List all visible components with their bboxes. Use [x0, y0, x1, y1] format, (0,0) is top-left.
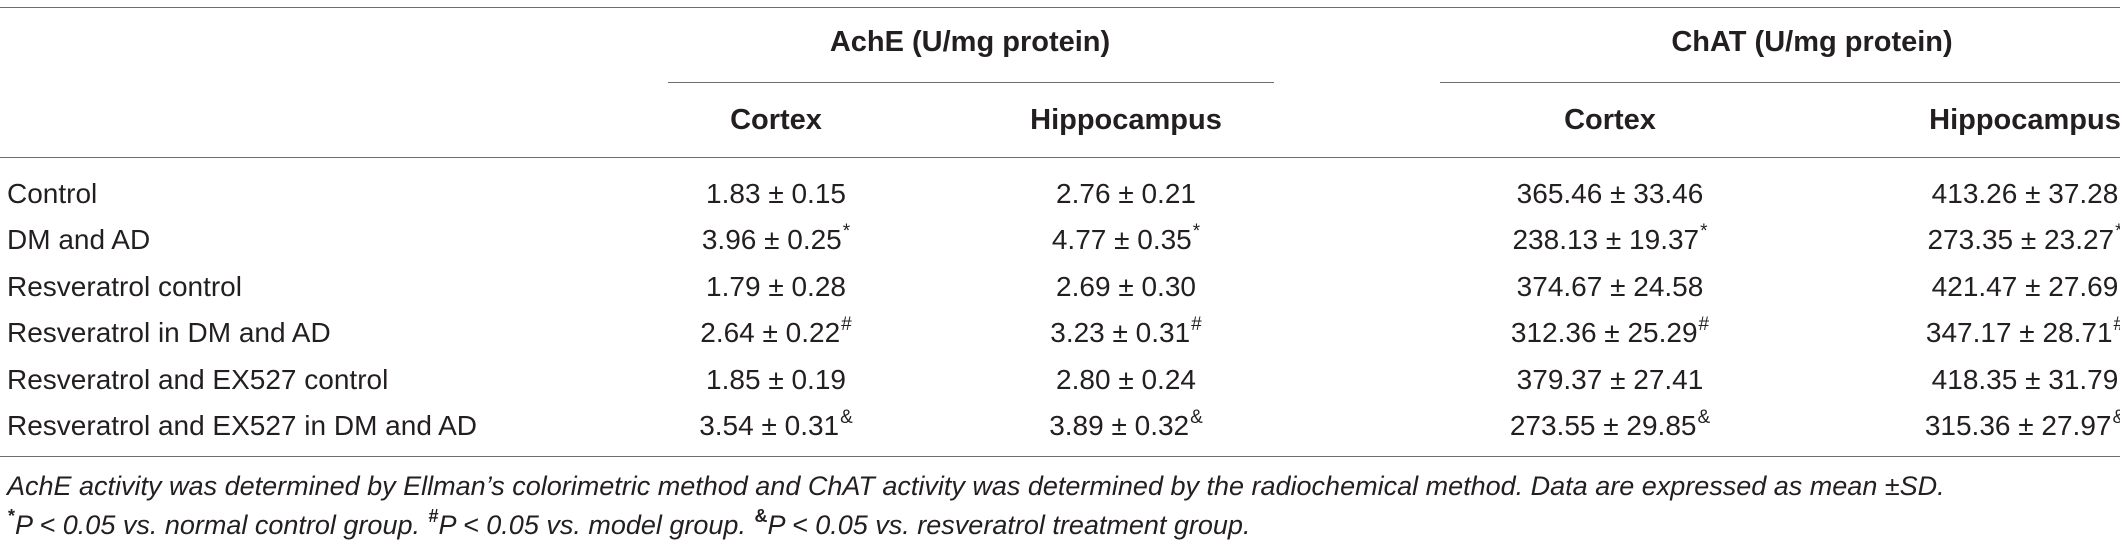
cell-value: 413.26 ± 37.28	[1931, 178, 2119, 209]
significance-mark: &	[2112, 407, 2120, 428]
cell-ache-hippocampus: 3.23 ± 0.31#	[1050, 313, 1202, 350]
significance-mark: *	[1192, 220, 1201, 242]
cell-value: 379.37 ± 27.41	[1516, 364, 1704, 395]
footnote-text-amp: P < 0.05 vs. resveratrol treatment group…	[767, 510, 1251, 540]
footnote-line-2: *P < 0.05 vs. normal control group. #P <…	[7, 506, 1251, 542]
col-header-chat-cortex: Cortex	[1564, 104, 1656, 136]
cell-chat-cortex: 312.36 ± 25.29#	[1510, 313, 1710, 350]
cell-value: 347.17 ± 28.71	[1925, 317, 2113, 348]
cell-ache-cortex: 3.96 ± 0.25*	[701, 220, 851, 257]
cell-value: 238.13 ± 19.37	[1512, 224, 1700, 255]
footnote-text-hash: P < 0.05 vs. model group.	[438, 510, 746, 540]
cell-ache-cortex: 1.85 ± 0.19	[706, 363, 846, 397]
significance-mark: &	[840, 406, 853, 428]
cell-value: 3.96 ± 0.25	[701, 224, 842, 255]
cell-ache-hippocampus: 2.76 ± 0.21	[1056, 177, 1196, 211]
cell-chat-cortex: 379.37 ± 27.41	[1517, 363, 1704, 397]
col-header-chat-hippocampus: Hippocampus	[1929, 104, 2120, 136]
significance-mark: *	[2115, 221, 2120, 242]
cell-value: 2.76 ± 0.21	[1056, 178, 1196, 209]
cell-chat-cortex: 374.67 ± 24.58	[1517, 270, 1704, 304]
cell-value: 315.36 ± 27.97	[1924, 410, 2112, 441]
cell-ache-cortex: 1.83 ± 0.15	[706, 177, 846, 211]
row-label: Resveratrol and EX527 control	[7, 364, 389, 395]
cell-value: 273.35 ± 23.27	[1927, 224, 2115, 255]
col-header-ache-cortex: Cortex	[730, 104, 822, 136]
significance-mark: *	[842, 220, 851, 242]
cell-value: 365.46 ± 33.46	[1516, 178, 1704, 209]
cell-value: 2.69 ± 0.30	[1056, 271, 1196, 302]
footnote-line-1: AchE activity was determined by Ellman’s…	[7, 471, 1945, 501]
table-top-rule	[0, 7, 2120, 8]
cell-ache-hippocampus: 4.77 ± 0.35*	[1051, 220, 1201, 257]
significance-mark: #	[1191, 313, 1202, 335]
footnote-mark-hash: #	[428, 506, 439, 526]
cell-chat-hippocampus: 413.26 ± 37.28	[1932, 177, 2119, 211]
footnote-text-star: P < 0.05 vs. normal control group.	[15, 510, 420, 540]
cell-value: 312.36 ± 25.29	[1510, 317, 1698, 348]
cell-chat-hippocampus: 418.35 ± 31.79	[1932, 363, 2119, 397]
group-header-ache: AchE (U/mg protein)	[829, 26, 1111, 58]
cell-value: 1.85 ± 0.19	[706, 364, 846, 395]
significance-mark: #	[1698, 313, 1710, 335]
cell-value: 418.35 ± 31.79	[1931, 364, 2119, 395]
cell-ache-cortex: 2.64 ± 0.22#	[700, 313, 852, 350]
significance-mark: #	[841, 313, 852, 335]
cell-chat-hippocampus: 347.17 ± 28.71#	[1925, 314, 2120, 350]
cell-chat-cortex: 238.13 ± 19.37*	[1512, 220, 1708, 257]
cell-ache-cortex: 3.54 ± 0.31&	[699, 406, 853, 443]
cell-chat-cortex: 365.46 ± 33.46	[1517, 177, 1704, 211]
row-label: Resveratrol control	[7, 271, 242, 302]
cell-value: 3.54 ± 0.31	[699, 410, 840, 441]
cell-value: 4.77 ± 0.35	[1051, 224, 1192, 255]
ache-group-rule	[668, 82, 1274, 83]
cell-ache-hippocampus: 2.69 ± 0.30	[1056, 270, 1196, 304]
footnote-mark-amp: &	[754, 506, 768, 526]
cell-value: 273.55 ± 29.85	[1509, 410, 1697, 441]
cell-ache-hippocampus: 3.89 ± 0.32&	[1049, 406, 1203, 443]
row-label: Control	[7, 178, 98, 209]
row-label: Resveratrol in DM and AD	[7, 317, 331, 348]
chat-group-rule	[1440, 82, 2120, 83]
header-bottom-rule	[0, 157, 2120, 158]
group-header-chat: ChAT (U/mg protein)	[1671, 26, 1953, 58]
cell-value: 421.47 ± 27.69	[1931, 271, 2119, 302]
cell-value: 374.67 ± 24.58	[1516, 271, 1704, 302]
cell-value: 3.23 ± 0.31	[1050, 317, 1191, 348]
significance-mark: *	[1700, 220, 1708, 242]
cell-chat-hippocampus: 273.35 ± 23.27*	[1927, 221, 2120, 257]
cell-value: 2.80 ± 0.24	[1056, 364, 1196, 395]
significance-mark: &	[1697, 406, 1711, 428]
table-bottom-rule	[0, 456, 2120, 457]
cell-chat-hippocampus: 421.47 ± 27.69	[1932, 270, 2119, 304]
cell-value: 1.79 ± 0.28	[706, 271, 846, 302]
cell-chat-cortex: 273.55 ± 29.85&	[1509, 406, 1711, 443]
cell-value: 2.64 ± 0.22	[700, 317, 841, 348]
col-header-ache-hippocampus: Hippocampus	[1030, 104, 1222, 136]
row-label: Resveratrol and EX527 in DM and AD	[7, 410, 478, 441]
cell-value: 1.83 ± 0.15	[706, 178, 846, 209]
significance-mark: &	[1190, 406, 1203, 428]
cell-chat-hippocampus: 315.36 ± 27.97&	[1924, 407, 2120, 443]
cell-ache-hippocampus: 2.80 ± 0.24	[1056, 363, 1196, 397]
cell-ache-cortex: 1.79 ± 0.28	[706, 270, 846, 304]
significance-mark: #	[2114, 314, 2120, 335]
footnote-mark-star: *	[8, 506, 16, 526]
cell-value: 3.89 ± 0.32	[1049, 410, 1190, 441]
row-label: DM and AD	[7, 224, 151, 255]
